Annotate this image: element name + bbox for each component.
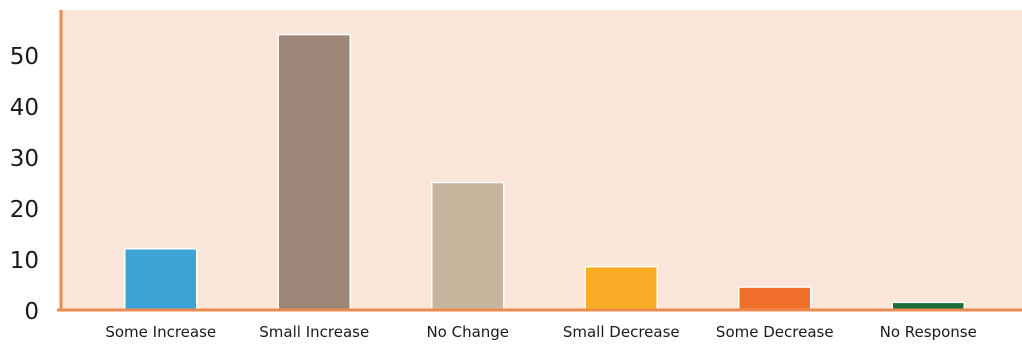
x-tick-labels: Some Increase Small Increase No Change Smal… bbox=[105, 323, 977, 341]
y-tick-labels: 0 10 20 30 40 50 bbox=[10, 44, 39, 325]
bar-small-decrease bbox=[584, 265, 658, 311]
x-tick-label: Some Decrease bbox=[716, 323, 834, 341]
bar-small-increase bbox=[277, 33, 351, 311]
x-tick-label: No Response bbox=[880, 323, 977, 341]
y-tick-label: 20 bbox=[10, 197, 39, 223]
y-tick-label: 30 bbox=[10, 146, 39, 172]
axes-layer bbox=[57, 10, 1022, 312]
y-tick-label: 10 bbox=[10, 248, 39, 274]
plot-background bbox=[61, 10, 1022, 310]
y-tick-label: 40 bbox=[10, 95, 39, 121]
x-tick-label: Some Increase bbox=[105, 323, 216, 341]
bar-some-increase bbox=[124, 248, 198, 311]
bar-some-decrease bbox=[738, 286, 812, 311]
y-tick-label: 0 bbox=[24, 299, 39, 325]
x-tick-label: No Change bbox=[426, 323, 509, 341]
x-tick-label: Small Increase bbox=[259, 323, 369, 341]
x-tick-label: Small Decrease bbox=[563, 323, 680, 341]
bars-layer bbox=[124, 33, 965, 311]
bar-no-change bbox=[431, 181, 505, 311]
y-tick-label: 50 bbox=[10, 44, 39, 70]
